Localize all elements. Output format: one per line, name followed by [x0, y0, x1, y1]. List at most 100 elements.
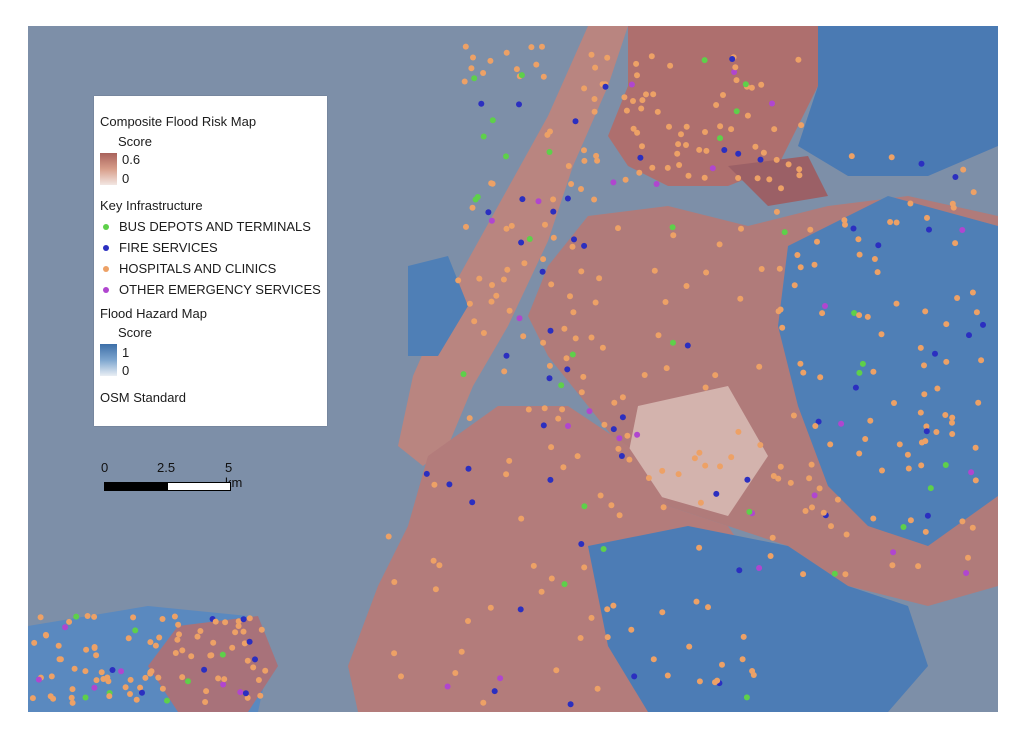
hospital-point [649, 164, 656, 171]
hospital-point [702, 384, 709, 391]
hospital-point [56, 656, 63, 663]
hospital-point [933, 429, 940, 435]
nj-shore [408, 256, 468, 356]
emergency-service-point [756, 565, 763, 571]
fire-service-point [539, 268, 546, 275]
hospital-point [651, 267, 658, 274]
hospital-point [634, 129, 641, 136]
bus-depot-point [942, 462, 949, 468]
fire-service-point [736, 567, 743, 574]
hospital-point [604, 54, 611, 61]
hospital-point [766, 176, 773, 183]
risk-score-label: Score [118, 134, 152, 149]
hospital-point [604, 634, 611, 641]
hospital-point [675, 141, 682, 148]
hospital-point [156, 634, 163, 641]
emergency-service-point [769, 100, 775, 107]
hospital-point [82, 668, 89, 675]
hospital-point [221, 676, 228, 683]
hospital-point [748, 84, 755, 91]
hospital-point [385, 533, 392, 540]
fire-service-point [923, 428, 930, 435]
hospital-point [455, 277, 462, 284]
hospital-point [174, 636, 181, 643]
hospital-point [798, 122, 805, 129]
bus-depot-point [670, 339, 676, 346]
hospital-point [488, 298, 495, 305]
hospital-point [175, 621, 182, 628]
hospital-point [760, 149, 767, 156]
hospital-point [817, 374, 824, 381]
hospital-point [100, 676, 107, 682]
hospital-point [670, 232, 677, 239]
fire-service-point [518, 239, 525, 246]
hospital-point [461, 78, 468, 85]
hospital-point [596, 275, 603, 282]
hospital-point [712, 372, 719, 379]
hospital-point [489, 180, 496, 187]
bus-depot-point [900, 524, 907, 530]
legend-item-fire-services: FIRE SERVICES [100, 240, 218, 255]
manhattan [398, 26, 628, 466]
hospital-point [127, 691, 133, 697]
hazard-color-ramp [100, 344, 117, 376]
hospital-point [952, 240, 959, 247]
hospital-point [155, 674, 162, 681]
fire-service-point [550, 208, 557, 215]
bus-depot-point [82, 694, 89, 701]
bus-depot-point [489, 117, 496, 124]
hospital-point [29, 695, 36, 702]
hospital-point [555, 415, 562, 422]
hospital-point [210, 639, 217, 646]
fire-service-point [926, 226, 932, 233]
bus-depot-point [471, 75, 478, 82]
hospital-point [645, 475, 652, 481]
fire-service-point [571, 236, 577, 243]
hospital-point [922, 438, 929, 445]
scale-segment-2 [167, 482, 231, 491]
fire-service-point [546, 375, 553, 382]
scale-label-mid: 2.5 [157, 460, 176, 475]
bus-depot-point [132, 627, 139, 634]
hospital-point [800, 571, 807, 578]
fire-service-point [564, 366, 571, 373]
hospital-point [735, 428, 742, 435]
hospital-point [827, 441, 834, 448]
hospital-point [592, 64, 599, 71]
hospital-point [905, 465, 912, 472]
hospital-point [533, 61, 540, 68]
hospital-point [503, 471, 510, 478]
bronx-east [798, 26, 998, 176]
hospital-point [696, 146, 703, 153]
hospital-point [636, 169, 643, 176]
hospital-point [37, 614, 44, 621]
hospital-point [705, 604, 711, 611]
hospital-point [541, 405, 548, 412]
fire-service-point [618, 453, 625, 459]
emergency-service-point [959, 227, 966, 233]
fire-service-point [735, 150, 742, 157]
bus-depot-point [185, 678, 191, 685]
emergency-service-point [118, 668, 125, 675]
hospital-point [663, 365, 670, 372]
hospital-point [581, 147, 587, 154]
hospital-point [639, 143, 645, 150]
fire-service-point [491, 688, 498, 695]
fire-service-point [578, 541, 585, 547]
hospital-point [592, 299, 599, 306]
hospital-point [862, 436, 869, 442]
bus-depot-point [831, 570, 838, 577]
hospital-point [757, 442, 764, 448]
hospital-point [949, 419, 955, 426]
hospital-point [203, 688, 210, 695]
bus-depot-point [472, 196, 479, 203]
map-canvas[interactable] [28, 26, 998, 712]
hospital-point [965, 554, 971, 561]
legend-item-bus-depots: BUS DEPOTS AND TERMINALS [100, 219, 311, 234]
fire-service-point [564, 195, 571, 202]
hospital-point [458, 648, 465, 655]
hospital-point [550, 196, 557, 203]
fire-service-marker-icon [103, 244, 109, 251]
hospital-point [702, 462, 709, 469]
staten-island-risk [148, 616, 278, 712]
